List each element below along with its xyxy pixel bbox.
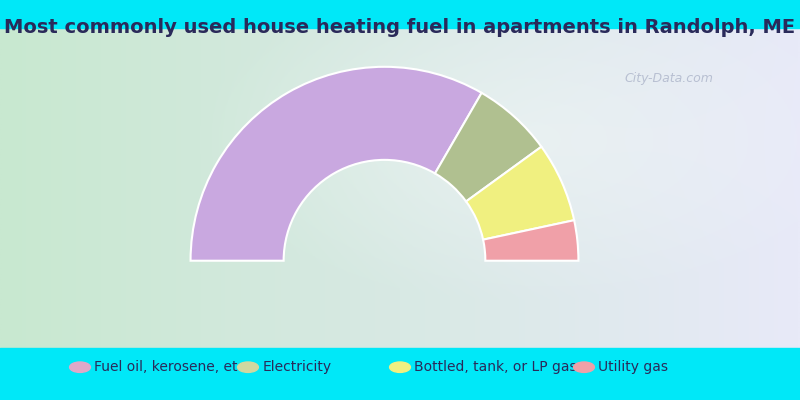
Text: Most commonly used house heating fuel in apartments in Randolph, ME: Most commonly used house heating fuel in…: [5, 18, 795, 37]
Text: Bottled, tank, or LP gas: Bottled, tank, or LP gas: [414, 360, 577, 374]
Text: Utility gas: Utility gas: [598, 360, 669, 374]
Wedge shape: [483, 220, 578, 261]
Wedge shape: [466, 147, 574, 240]
Text: City-Data.com: City-Data.com: [624, 72, 713, 85]
Wedge shape: [435, 93, 542, 202]
Text: Fuel oil, kerosene, etc.: Fuel oil, kerosene, etc.: [94, 360, 250, 374]
Wedge shape: [190, 67, 482, 261]
Text: Electricity: Electricity: [262, 360, 331, 374]
